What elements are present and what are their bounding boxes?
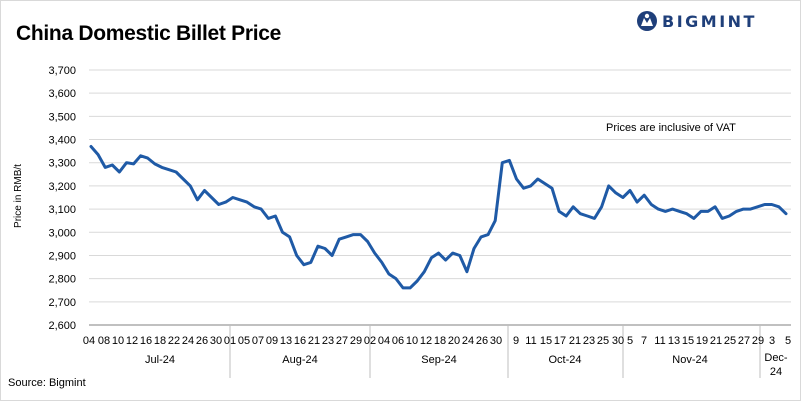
x-tick-label: 11 [654, 335, 665, 347]
y-tick-label: 2,800 [48, 274, 76, 286]
x-tick-labels: 04 08 10 12 16 18 22 24 26 30 01 05 07 09 13 16 21 23 27 29… [83, 335, 791, 347]
x-tick-label: 19 [696, 335, 708, 347]
x-tick-label: 21 [710, 335, 722, 347]
y-tick-labels: 2,600 2,700 2,800 2,900 3,000 3,100 3,200 3,300… [48, 65, 76, 332]
x-tick-label: 21 [569, 335, 581, 347]
x-tick-label: 08 [98, 335, 110, 347]
x-tick-label: 24 [182, 335, 194, 347]
x-tick-label: 22 [168, 335, 180, 347]
y-axis-label: Price in RMB/t [13, 164, 24, 228]
x-tick-label: 01 [224, 335, 236, 347]
x-tick-label: 18 [434, 335, 446, 347]
y-tick-label: 3,100 [48, 204, 76, 216]
x-tick-label: 30 [210, 335, 222, 347]
x-tick-label: 9 [513, 335, 519, 347]
month-label-year: 24 [770, 366, 782, 378]
month-label: Sep-24 [421, 354, 456, 366]
month-labels: Jul-24 Aug-24 Sep-24 Oct-24 Nov-24 Dec- 24 [145, 352, 788, 378]
y-tick-label: 3,700 [48, 65, 76, 77]
x-tick-label: 20 [448, 335, 460, 347]
x-tick-label: 18 [154, 335, 166, 347]
x-tick-label: 06 [392, 335, 404, 347]
x-tick-label: 30 [612, 335, 624, 347]
month-label: Nov-24 [672, 354, 707, 366]
vat-annotation: Prices are inclusive of VAT [606, 122, 736, 134]
y-tick-label: 2,600 [48, 320, 76, 332]
chart-title: China Domestic Billet Price [16, 22, 281, 45]
x-tick-label: 27 [336, 335, 348, 347]
x-tick-label: 11 [525, 335, 536, 347]
source-text: Source: Bigmint [8, 377, 86, 389]
x-tick-label: 29 [350, 335, 362, 347]
x-tick-label: 5 [785, 335, 791, 347]
x-tick-label: 13 [280, 335, 292, 347]
x-tick-label: 12 [126, 335, 138, 347]
y-tick-label: 3,300 [48, 158, 76, 170]
y-tick-label: 2,900 [48, 250, 76, 262]
x-tick-label: 10 [406, 335, 418, 347]
x-tick-label: 24 [462, 335, 474, 347]
x-tick-label: 16 [140, 335, 152, 347]
y-tick-label: 3,600 [48, 88, 76, 100]
x-tick-label: 26 [196, 335, 208, 347]
x-tick-label: 25 [724, 335, 736, 347]
x-tick-label: 02 [364, 335, 376, 347]
x-tick-label: 23 [583, 335, 595, 347]
y-tick-label: 3,200 [48, 181, 76, 193]
x-tick-label: 30 [490, 335, 502, 347]
month-label: Aug-24 [282, 354, 317, 366]
series-line [89, 145, 788, 290]
y-tick-label: 2,700 [48, 297, 76, 309]
x-tick-label: 16 [294, 335, 306, 347]
x-tick-label: 12 [420, 335, 432, 347]
y-tick-label: 3,500 [48, 111, 76, 123]
x-tick-label: 23 [322, 335, 334, 347]
bigmint-logo-icon [637, 11, 657, 31]
x-axis [89, 324, 791, 378]
x-tick-label: 5 [627, 335, 633, 347]
x-tick-label: 21 [308, 335, 320, 347]
x-tick-label: 17 [554, 335, 566, 347]
logo-text: BIGMINT [662, 11, 757, 31]
x-tick-label: 13 [668, 335, 680, 347]
x-tick-label: 25 [597, 335, 609, 347]
x-tick-label: 07 [252, 335, 264, 347]
bigmint-logo: BIGMINT [636, 9, 757, 33]
x-tick-label: 09 [266, 335, 278, 347]
y-tick-label: 3,000 [48, 227, 76, 239]
x-tick-label: 3 [769, 335, 775, 347]
x-tick-label: 05 [238, 335, 250, 347]
x-tick-label: 04 [378, 335, 390, 347]
month-label: Oct-24 [548, 354, 581, 366]
x-tick-label: 26 [476, 335, 488, 347]
x-tick-label: 7 [641, 335, 647, 347]
x-tick-label: 15 [540, 335, 552, 347]
y-tick-label: 3,400 [48, 135, 76, 147]
x-tick-label: 29 [752, 335, 764, 347]
x-tick-label: 10 [112, 335, 124, 347]
x-tick-label: 15 [682, 335, 694, 347]
x-tick-label: 04 [83, 335, 95, 347]
grid-lines [89, 69, 791, 303]
month-label: Dec- [764, 352, 788, 364]
month-label: Jul-24 [145, 354, 175, 366]
x-tick-label: 27 [738, 335, 750, 347]
